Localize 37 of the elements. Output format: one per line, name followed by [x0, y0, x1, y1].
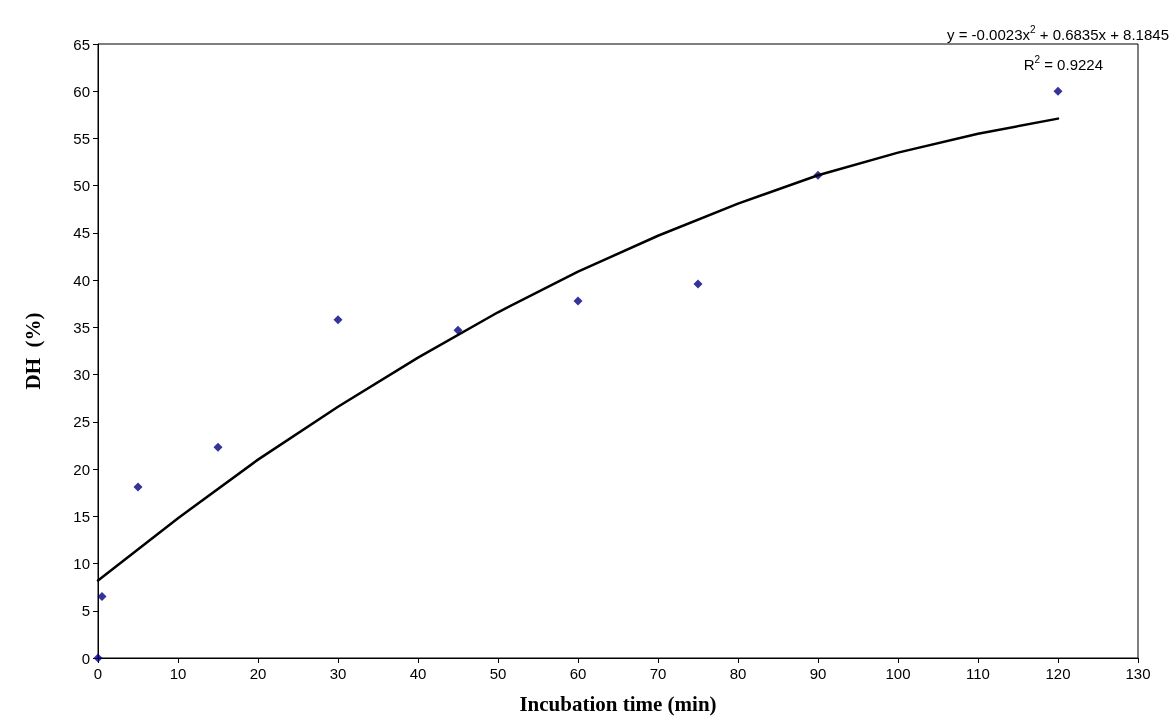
- point: [1053, 86, 1063, 96]
- point: [333, 315, 343, 325]
- point: [693, 279, 703, 289]
- x-tick-label: 50: [489, 665, 507, 682]
- y-tick-label: 65: [73, 35, 90, 53]
- point: [133, 482, 143, 492]
- y-tick-label: 10: [73, 555, 90, 573]
- point: [213, 442, 223, 452]
- x-tick-label: 70: [649, 665, 667, 682]
- y-tick-label: 5: [81, 602, 90, 620]
- y-tick-label: 25: [73, 413, 90, 431]
- x-tick-label: 100: [885, 665, 911, 682]
- y-tick-label: 60: [73, 82, 90, 100]
- x-tick-label: 20: [249, 665, 267, 682]
- point: [573, 296, 583, 306]
- y-tick-label: 30: [73, 366, 90, 384]
- point: [97, 592, 107, 602]
- x-axis-title: Incubation time (min): [519, 691, 717, 716]
- y-tick-label: 0: [81, 649, 90, 667]
- x-tick-label: 30: [329, 665, 347, 682]
- x-tick-label: 120: [1045, 665, 1071, 682]
- y-tick-label: 50: [73, 177, 90, 195]
- y-tick-label: 15: [73, 507, 90, 525]
- x-tick-label: 40: [409, 665, 427, 682]
- x-tick-label: 110: [966, 665, 990, 682]
- x-tick-label: 80: [729, 665, 747, 682]
- x-tick-label: 90: [809, 665, 827, 682]
- x-tick-label: 10: [169, 665, 187, 682]
- x-tick-label: 130: [1125, 665, 1151, 682]
- y-tick-label: 35: [73, 318, 90, 336]
- y-axis-title: DH (%): [20, 312, 45, 390]
- y-tick-label: 55: [73, 129, 90, 147]
- y-tick-label: 40: [73, 271, 90, 289]
- y-tick-label: 20: [73, 460, 90, 478]
- y-tick-label: 45: [73, 224, 90, 242]
- x-tick-label: 60: [569, 665, 587, 682]
- x-tick-label: 0: [93, 665, 103, 682]
